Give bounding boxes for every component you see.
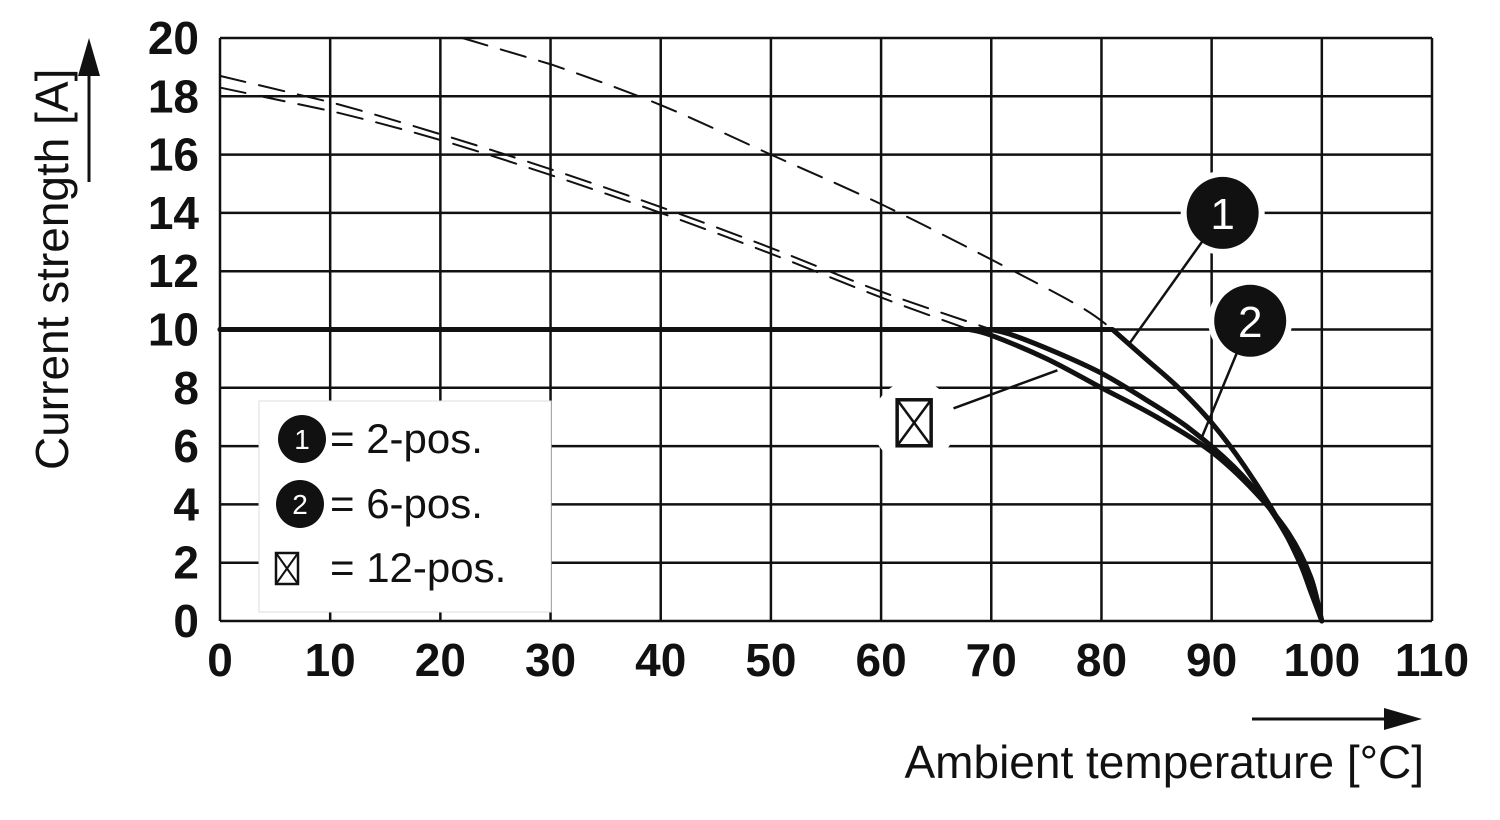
x-tick-label: 90 [1186, 634, 1237, 686]
y-tick-labels: 0 2 4 6 8 10 12 14 16 18 20 [148, 12, 200, 647]
y-tick-label: 0 [173, 595, 199, 647]
x-tick-label: 0 [207, 634, 233, 686]
callout-badge-label: 2 [1238, 298, 1262, 347]
x-tick-label: 110 [1395, 634, 1469, 686]
y-tick-label: 6 [173, 420, 199, 472]
legend-label-1: = 2-pos. [330, 415, 483, 462]
y-tick-label: 14 [148, 187, 200, 239]
legend-badge-1-label: 1 [294, 424, 310, 455]
y-axis-arrow-head [78, 38, 100, 76]
x-axis-title: Ambient temperature [°C] [905, 736, 1425, 788]
legend-badge-2 [276, 480, 324, 528]
legend-entry-1: 1 = 2-pos. [278, 415, 483, 463]
x-tick-label: 60 [856, 634, 907, 686]
y-tick-label: 16 [148, 129, 199, 181]
y-tick-label: 10 [148, 304, 199, 356]
legend-entry-3: = 12-pos. [274, 544, 506, 591]
x-axis-arrow-head [1384, 708, 1422, 730]
series-line-dashed-5 [219, 86, 971, 331]
series-line-solid-2 [217, 327, 1325, 624]
x-tick-label: 70 [966, 634, 1017, 686]
y-tick-label: 8 [173, 362, 199, 414]
legend-badge-1 [278, 415, 326, 463]
y-tick-label: 18 [148, 70, 199, 122]
series-line-solid-0 [217, 327, 1325, 624]
legend-label-3: = 12-pos. [330, 544, 506, 591]
callout-badge-1 [1186, 176, 1259, 249]
x-tick-label: 40 [635, 634, 686, 686]
x-tick-label: 80 [1076, 634, 1127, 686]
x-tick-label: 100 [1283, 634, 1360, 686]
crossed-box-icon [895, 398, 933, 448]
y-tick-label: 12 [148, 245, 199, 297]
callout-badge-label: 1 [1210, 190, 1234, 239]
callout-badge-2 [1214, 284, 1287, 357]
series-line-dashed-3 [461, 37, 1114, 331]
y-axis-title-group: Current strength [A] [26, 38, 100, 470]
series-line-solid-1 [217, 327, 1325, 624]
series-lines [217, 37, 1325, 624]
x-tick-label: 30 [525, 634, 576, 686]
legend-badge-2-label: 2 [292, 489, 308, 520]
y-tick-label: 20 [148, 12, 199, 64]
legend-label-2: = 6-pos. [330, 480, 483, 527]
y-tick-label: 4 [173, 478, 199, 530]
x-tick-label: 20 [415, 634, 466, 686]
y-axis-title: Current strength [A] [26, 69, 78, 470]
y-tick-label: 2 [173, 537, 199, 589]
x-tick-labels: 0 10 20 30 40 50 60 70 80 90 100 110 [207, 634, 1469, 686]
x-axis-title-group: Ambient temperature [°C] [905, 708, 1425, 788]
crossed-box-icon [274, 551, 300, 586]
legend: 1 = 2-pos. 2 = 6-pos. = 12-pos. [258, 400, 552, 613]
x-tick-label: 10 [305, 634, 356, 686]
x-tick-label: 50 [745, 634, 796, 686]
series-line-dashed-4 [219, 74, 993, 331]
legend-entry-2: 2 = 6-pos. [276, 480, 483, 528]
callouts: 12 [872, 170, 1293, 465]
